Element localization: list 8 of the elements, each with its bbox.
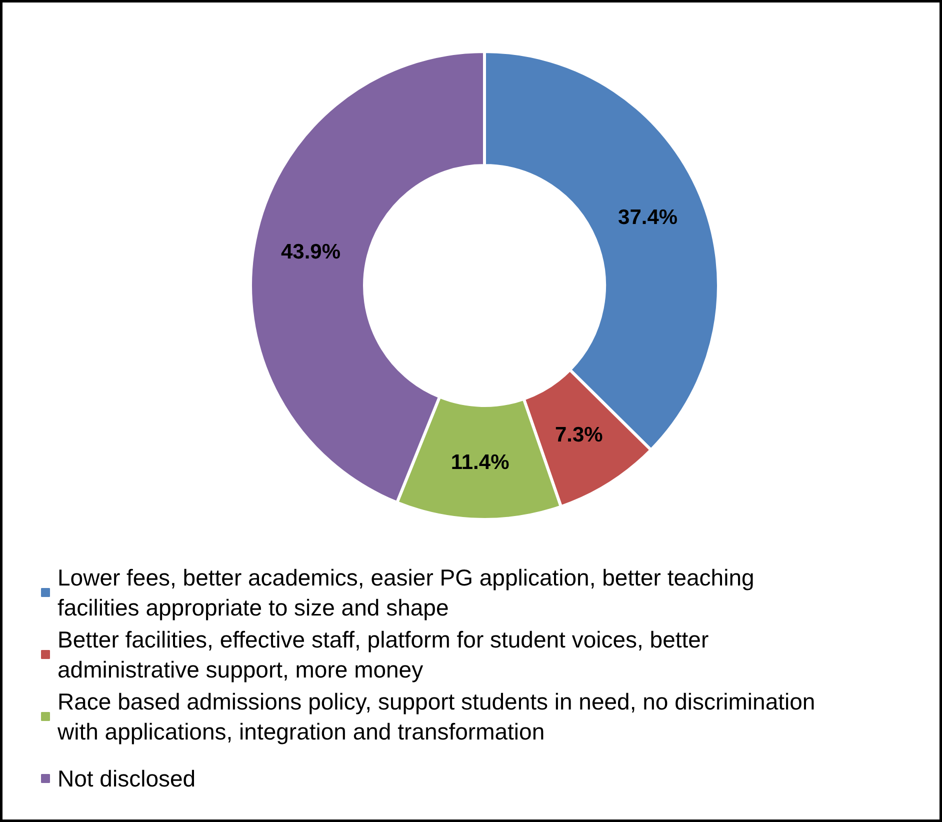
data-label: 37.4% (618, 206, 678, 229)
legend-label: Better facilities, effective staff, platform for student voices, better administrative support, more money (58, 626, 709, 682)
data-label: 43.9% (280, 240, 341, 264)
legend-label: Not disclosed (58, 766, 196, 792)
data-label: 11.4% (450, 450, 510, 474)
legend-label: Race based admissions policy, support students in need, no discrimination with applications, integration and transformation (56, 688, 816, 744)
legend-label: Lower fees, better academics, easier PG application, better teaching facilities appropriate to size and shape (58, 564, 754, 620)
data-label: 7.3% (554, 424, 604, 447)
